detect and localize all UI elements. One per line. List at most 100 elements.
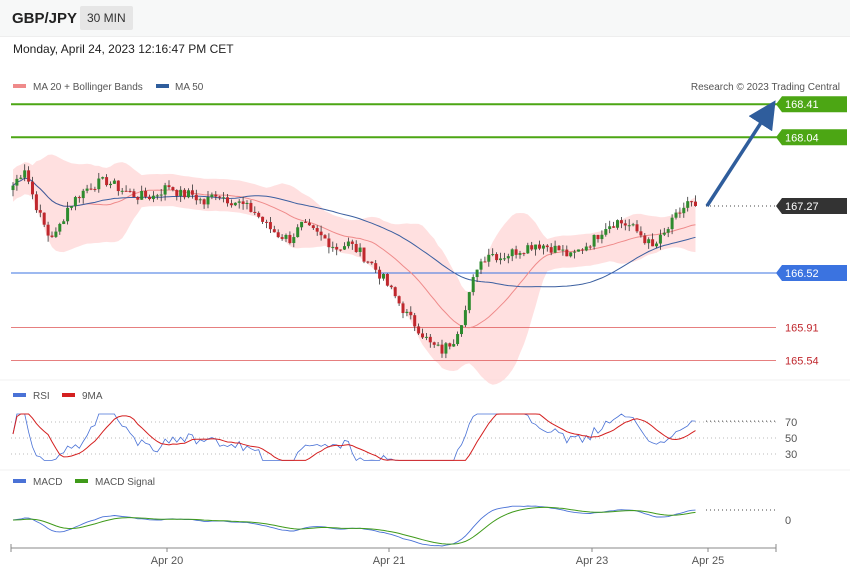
candle — [292, 233, 296, 248]
price-levels: 168.41 168.04 167.27 166.52 165.91 165.54 — [11, 96, 847, 368]
candle — [424, 333, 428, 341]
candle — [397, 295, 401, 306]
candle-body — [463, 310, 467, 326]
candle — [483, 256, 487, 263]
candle-body — [413, 315, 417, 327]
candle — [206, 190, 210, 209]
candle-body — [506, 256, 510, 259]
candle — [362, 247, 366, 264]
candle — [27, 166, 31, 185]
candle — [210, 192, 214, 200]
candle-body — [346, 241, 350, 247]
candle-body — [304, 221, 307, 223]
candle — [584, 242, 588, 252]
candle-body — [261, 216, 265, 222]
candle — [253, 206, 257, 216]
candle — [662, 227, 666, 237]
candle — [506, 253, 510, 264]
candle-body — [354, 243, 358, 252]
candle — [77, 195, 81, 203]
candle — [393, 286, 397, 299]
candle — [448, 342, 452, 350]
candle-body — [233, 202, 237, 206]
candle — [288, 231, 292, 245]
candle — [31, 176, 34, 200]
candle — [444, 342, 448, 359]
candle — [389, 284, 393, 290]
candle — [440, 339, 444, 358]
candle — [218, 195, 222, 201]
candle-body — [534, 244, 538, 250]
candle — [518, 250, 522, 259]
candle — [619, 216, 623, 229]
currency-pair-title: GBP/JPY — [12, 10, 78, 27]
candle — [436, 342, 440, 347]
candle-body — [678, 212, 682, 214]
rsi-legend-label: RSI — [33, 391, 50, 402]
forecast-arrow — [705, 100, 776, 207]
candle-body — [541, 245, 545, 249]
candle-body — [140, 190, 144, 200]
candle-body — [27, 170, 31, 182]
candle — [187, 188, 190, 199]
macd-legend-swatch — [13, 479, 26, 483]
level-tag-168.41 — [776, 96, 847, 113]
candle-body — [198, 199, 202, 201]
candle-body — [612, 226, 616, 228]
timeframe-badge[interactable]: 30 MIN — [80, 6, 133, 30]
candle — [171, 186, 175, 192]
candle — [280, 234, 284, 241]
candle-body — [50, 235, 54, 237]
candle — [421, 328, 424, 340]
candle-body — [479, 261, 483, 270]
level-label-167.27: 167.27 — [785, 201, 819, 213]
candle — [495, 252, 499, 263]
candle — [604, 223, 608, 237]
candle — [545, 244, 549, 252]
candle-body — [249, 202, 253, 212]
candle-body — [58, 223, 62, 232]
candle — [81, 188, 85, 204]
candle — [491, 248, 495, 257]
candle — [569, 252, 573, 258]
candle-body — [557, 245, 561, 251]
candle — [623, 219, 627, 231]
candle-body — [530, 245, 534, 250]
candle — [655, 241, 658, 249]
candle — [475, 269, 479, 282]
candle — [409, 306, 413, 320]
candle-body — [144, 190, 148, 197]
bollinger-bands — [13, 154, 696, 385]
candle-body — [151, 195, 155, 200]
candle-body — [584, 246, 588, 251]
level-tag-167.27 — [776, 198, 847, 215]
candle-body — [331, 246, 335, 248]
candle-body — [452, 344, 456, 347]
level-label-168.04: 168.04 — [785, 132, 819, 144]
candle-body — [210, 194, 214, 197]
candle — [374, 260, 378, 274]
candle — [319, 225, 323, 241]
level-tag-168.04 — [776, 129, 847, 146]
candle — [190, 184, 194, 199]
candle-body — [272, 229, 276, 233]
candle-body — [194, 194, 198, 201]
candle-body — [565, 249, 569, 257]
candle-body — [436, 344, 440, 346]
candle — [66, 201, 70, 225]
candle — [62, 219, 66, 225]
candle — [682, 202, 686, 218]
candle — [58, 222, 62, 235]
candle — [307, 218, 311, 226]
candle — [432, 341, 436, 348]
candle-body — [350, 241, 354, 244]
candle-body — [370, 261, 374, 264]
candle — [557, 245, 561, 251]
x-axis: Apr 20 Apr 21 Apr 23 Apr 25 — [10, 544, 777, 567]
candle — [666, 226, 670, 238]
candle-body — [495, 254, 499, 261]
candle — [588, 244, 592, 250]
candle-body — [491, 254, 495, 256]
rsi-tick-30: 30 — [785, 449, 797, 461]
candle — [249, 200, 253, 213]
